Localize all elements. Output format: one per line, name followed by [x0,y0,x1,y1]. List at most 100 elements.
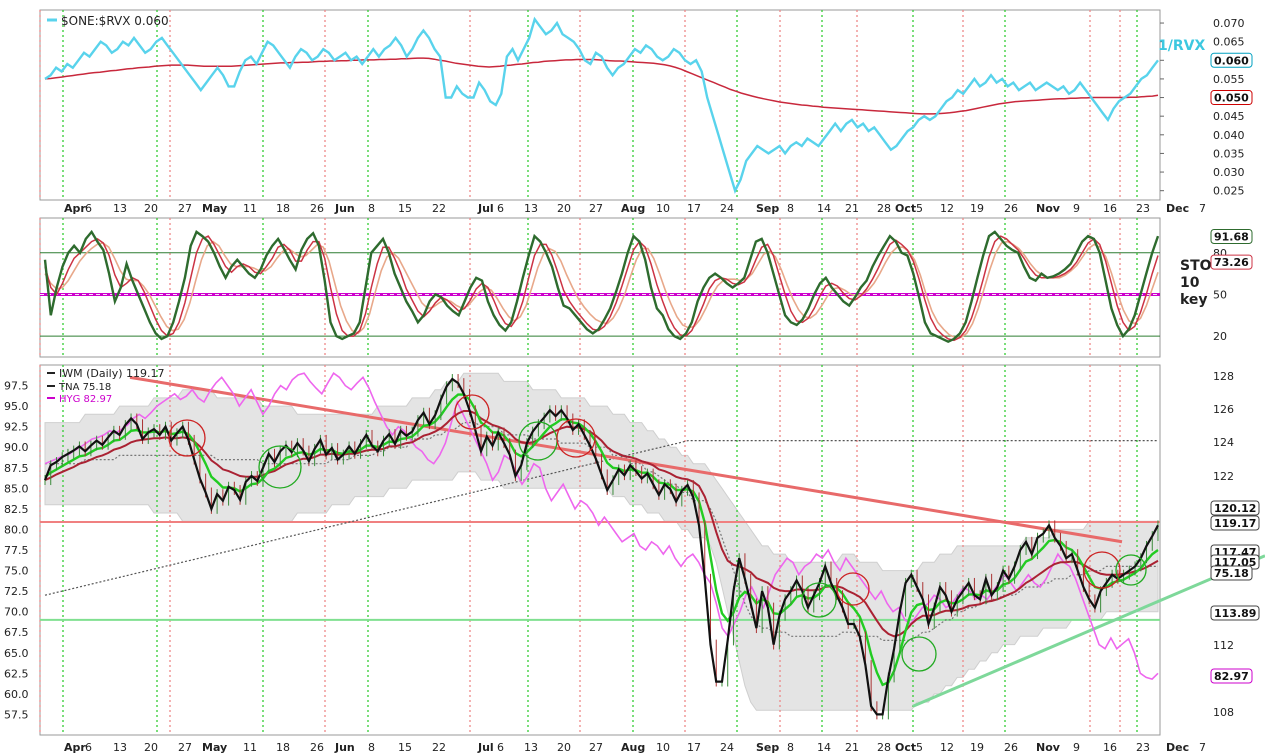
ratio-last-value: 0.060 [1214,54,1249,67]
top-date-label: 20 [557,202,571,215]
bottom-date-label: 6 [497,741,504,754]
bottom-date-label: Dec [1166,741,1189,754]
price-left-tick-label: 95.0 [4,400,29,413]
price-last-value: 120.12 [1214,502,1256,515]
annotation-circle [258,445,302,489]
bottom-date-label: 15 [398,741,412,754]
top-date-label: 5 [916,202,923,215]
price-left-tick-label: 67.5 [4,626,29,639]
bottom-date-label: 24 [720,741,734,754]
bottom-date-label: 7 [1199,741,1206,754]
top-date-label: 22 [432,202,446,215]
top-date-label: Apr [64,202,86,215]
top-date-label: 8 [368,202,375,215]
price-last-value: 113.89 [1214,607,1256,620]
sto-side-label: STO [1180,258,1212,274]
sto-last-value-box [1210,229,1253,245]
bottom-date-label: 11 [243,741,257,754]
bottom-date-label: Aug [621,741,645,754]
top-date-label: Jun [334,202,355,215]
bottom-date-label: 20 [144,741,158,754]
top-date-label: 7 [1199,202,1206,215]
top-date-label: 26 [310,202,324,215]
annotation-circle [1115,554,1147,586]
sto-k-line [43,229,1160,344]
ratio-y-tick-label: 0.045 [1213,110,1245,123]
ema-slow-line [44,410,1159,638]
annotation-circle [836,572,870,606]
price-right-tick-label: 124 [1213,436,1234,449]
top-date-label: 12 [940,202,954,215]
price-last-value-box [1210,500,1260,516]
top-date-label: 13 [524,202,538,215]
sto-side-label: key [1180,292,1208,308]
ratio-side-label: 1/RVX [1158,38,1205,54]
top-date-label: 24 [720,202,734,215]
top-date-label: 27 [589,202,603,215]
price-right-tick-label: 126 [1213,403,1234,416]
top-date-label: 27 [178,202,192,215]
sto-y-tick-label: 50 [1213,288,1227,301]
price-last-value-box [1210,515,1260,531]
top-date-label: Nov [1036,202,1061,215]
sto-y-tick-label: 20 [1213,330,1227,343]
bottom-date-label: Jul [477,741,494,754]
bottom-date-label: 12 [940,741,954,754]
top-date-label: 11 [243,202,257,215]
bottom-date-label: Sep [756,741,779,754]
price-left-tick-label: 92.5 [4,421,29,434]
price-right-tick-label: 112 [1213,639,1234,652]
price-left-tick-label: 97.5 [4,380,29,393]
bottom-date-label: 5 [916,741,923,754]
top-date-label: 18 [276,202,290,215]
price-last-value-box [1210,605,1260,621]
top-date-label: 13 [113,202,127,215]
date-axes: Apr 6 13 20 27 May 11 18 26 Jun 8 15 22 Jul 6 13 20 27 Aug… [64,202,1206,754]
ratio-y-tick-label: 0.025 [1213,185,1245,198]
ratio-y-tick-label: 0.055 [1213,73,1245,86]
top-date-label: 26 [1004,202,1018,215]
top-date-label: 17 [687,202,701,215]
top-date-label: 8 [787,202,794,215]
top-date-label: Sep [756,202,779,215]
ratio-last-value-box [1210,90,1253,106]
bottom-date-label: 9 [1073,741,1080,754]
price-last-value: 75.18 [1214,567,1249,580]
price-left-tick-label: 87.5 [4,462,29,475]
ratio-y-tick-label: 0.030 [1213,166,1245,179]
bottom-date-label: 14 [817,741,831,754]
price-left-tick-label: 60.0 [4,688,29,701]
sto-side-label: 10 [1180,275,1200,291]
price-left-tick-label: 80.0 [4,523,29,536]
price-right-tick-label: 122 [1213,470,1234,483]
annotation-circle [454,394,490,430]
bottom-date-label: 13 [524,741,538,754]
bottom-date-label: 17 [687,741,701,754]
bottom-date-label: 8 [368,741,375,754]
price-left-tick-label: 70.0 [4,606,29,619]
top-date-label: 15 [398,202,412,215]
price-last-value-box [1210,668,1253,684]
down-trendline [129,375,1123,544]
price-left-tick-label: 65.0 [4,647,29,660]
bottom-date-label: 13 [113,741,127,754]
sto-d-line [44,235,1159,342]
bottom-date-label: 23 [1136,741,1150,754]
top-date-label: Aug [621,202,645,215]
price-left-tick-label: 90.0 [4,441,29,454]
top-date-label: Oct [895,202,916,215]
price-left-tick-label: 82.5 [4,503,29,516]
up-trendline [912,554,1265,708]
sto-last-value-box [1210,254,1253,270]
bottom-date-label: 26 [1004,741,1018,754]
bottom-date-label: 27 [178,741,192,754]
price-legend-text: HYG 82.97 [59,394,112,405]
price-left-tick-label: 62.5 [4,667,29,680]
top-date-label: 6 [497,202,504,215]
bottom-date-label: May [202,741,227,754]
bottom-date-label: 20 [557,741,571,754]
bottom-date-label: Nov [1036,741,1061,754]
top-date-label: 14 [817,202,831,215]
price-legend-text: IWM (Daily) 119.17 [59,367,165,380]
